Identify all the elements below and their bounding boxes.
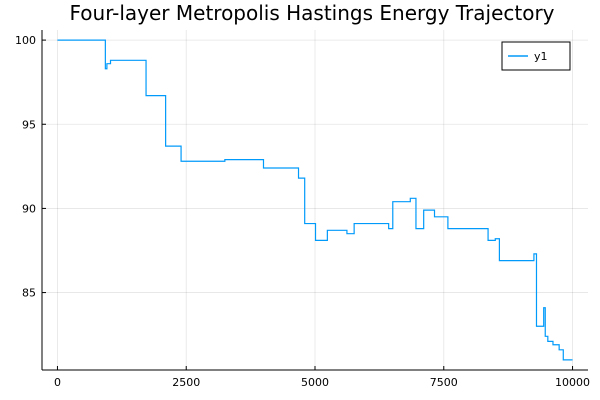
y-tick-label: 85 [22, 287, 36, 300]
legend-label: y1 [534, 50, 548, 63]
tick-labels: 0 2500 5000 7500 10000 85 90 95 100 [15, 34, 590, 389]
chart-title: Four-layer Metropolis Hastings Energy Tr… [69, 1, 554, 25]
y-tick-label: 90 [22, 202, 36, 215]
series-line-y1 [57, 39, 573, 361]
x-tick-label: 5000 [301, 376, 329, 389]
series-lines [57, 39, 573, 361]
axes [41, 30, 588, 371]
y-tick-label: 95 [22, 118, 36, 131]
grid-lines [42, 30, 588, 370]
x-tick-label: 2500 [172, 376, 200, 389]
x-tick-label: 7500 [430, 376, 458, 389]
x-tick-label: 0 [54, 376, 61, 389]
x-tick-label: 10000 [555, 376, 590, 389]
y-tick-label: 100 [15, 34, 36, 47]
legend: y1 [501, 41, 571, 71]
